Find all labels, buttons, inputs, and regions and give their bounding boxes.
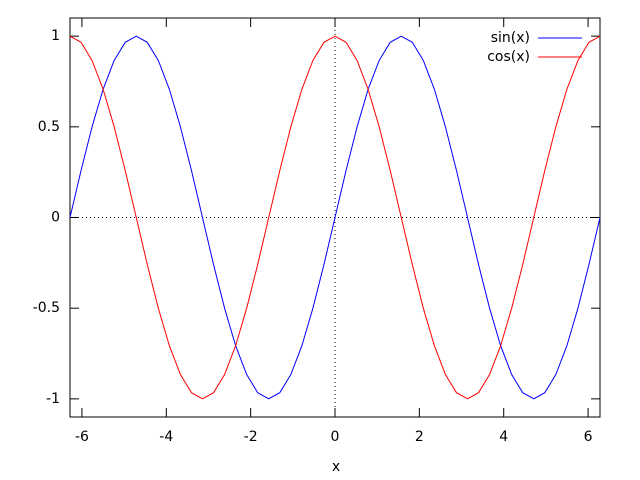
x-tick-label: 2 xyxy=(415,429,424,445)
legend-label: cos(x) xyxy=(487,49,530,65)
y-tick-label: 0 xyxy=(51,210,60,226)
x-tick-label: 6 xyxy=(584,429,593,445)
x-axis-label: x xyxy=(332,459,340,475)
x-tick-label: 4 xyxy=(499,429,508,445)
series-line xyxy=(69,35,601,400)
x-tick-label: 0 xyxy=(331,429,340,445)
y-tick-label: 1 xyxy=(51,28,60,44)
x-tick-label: -4 xyxy=(159,429,173,445)
x-tick-label: -2 xyxy=(244,429,258,445)
series-line xyxy=(69,35,601,400)
y-tick-label: 0.5 xyxy=(38,119,60,135)
y-tick-label: -1 xyxy=(46,391,60,407)
x-tick-label: -6 xyxy=(75,429,89,445)
y-tick-label: -0.5 xyxy=(33,300,60,316)
legend-label: sin(x) xyxy=(491,30,530,46)
